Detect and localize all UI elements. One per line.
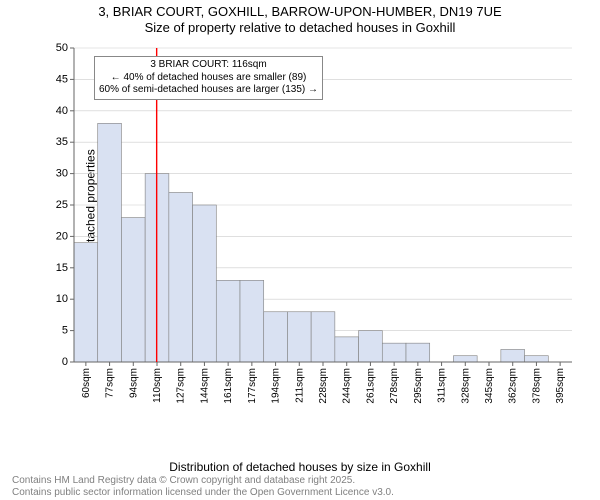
svg-text:395sqm: 395sqm [555, 368, 566, 404]
svg-text:362sqm: 362sqm [508, 368, 519, 404]
svg-text:45: 45 [56, 73, 68, 85]
svg-text:144sqm: 144sqm [199, 368, 210, 404]
title-line-1: 3, BRIAR COURT, GOXHILL, BARROW-UPON-HUM… [0, 4, 600, 20]
title-line-2: Size of property relative to detached ho… [0, 20, 600, 36]
svg-text:211sqm: 211sqm [294, 368, 305, 403]
svg-text:77sqm: 77sqm [105, 368, 116, 398]
svg-text:328sqm: 328sqm [460, 368, 471, 404]
callout-line-2: ← 40% of detached houses are smaller (89… [99, 72, 318, 85]
svg-text:94sqm: 94sqm [128, 368, 139, 398]
callout-line-3: 60% of semi-detached houses are larger (… [99, 84, 318, 97]
svg-text:228sqm: 228sqm [318, 368, 329, 404]
svg-text:345sqm: 345sqm [484, 368, 495, 404]
svg-text:60sqm: 60sqm [81, 368, 92, 398]
svg-text:194sqm: 194sqm [271, 368, 282, 404]
svg-text:177sqm: 177sqm [247, 368, 258, 404]
svg-text:40: 40 [56, 105, 68, 117]
x-axis-label: Distribution of detached houses by size … [169, 460, 430, 474]
callout-line-1: 3 BRIAR COURT: 116sqm [99, 59, 318, 72]
footer-attribution: Contains HM Land Registry data © Crown c… [12, 475, 394, 498]
svg-text:35: 35 [56, 136, 68, 148]
svg-text:295sqm: 295sqm [413, 368, 424, 404]
svg-text:10: 10 [56, 293, 68, 305]
svg-text:0: 0 [62, 356, 68, 368]
svg-text:5: 5 [62, 325, 68, 337]
svg-text:127sqm: 127sqm [176, 368, 187, 404]
svg-text:30: 30 [56, 168, 68, 180]
property-callout: 3 BRIAR COURT: 116sqm ← 40% of detached … [94, 56, 323, 100]
svg-text:278sqm: 278sqm [389, 368, 400, 404]
svg-text:110sqm: 110sqm [152, 368, 163, 403]
svg-text:378sqm: 378sqm [531, 368, 542, 404]
svg-text:20: 20 [56, 230, 68, 242]
footer-line-2: Contains public sector information licen… [12, 487, 394, 499]
svg-text:25: 25 [56, 199, 68, 211]
svg-text:15: 15 [56, 262, 68, 274]
svg-text:50: 50 [56, 42, 68, 54]
svg-text:261sqm: 261sqm [365, 368, 376, 404]
footer-line-1: Contains HM Land Registry data © Crown c… [12, 475, 394, 487]
svg-text:311sqm: 311sqm [437, 368, 448, 403]
chart-title: 3, BRIAR COURT, GOXHILL, BARROW-UPON-HUM… [0, 0, 600, 35]
svg-text:244sqm: 244sqm [342, 368, 353, 404]
svg-text:161sqm: 161sqm [223, 368, 234, 404]
